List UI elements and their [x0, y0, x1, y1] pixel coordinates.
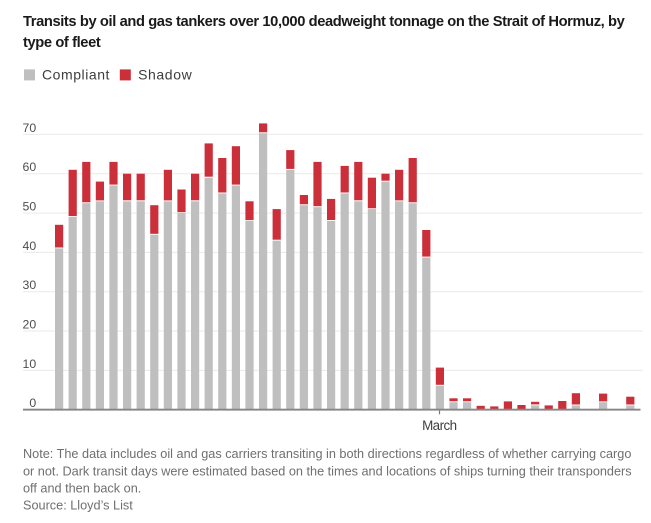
svg-text:March: March [422, 418, 457, 433]
svg-text:40: 40 [23, 239, 37, 253]
svg-text:type of fleet: type of fleet [23, 35, 101, 51]
svg-text:60: 60 [23, 160, 37, 174]
svg-text:Note: The data includes oil an: Note: The data includes oil and gas carr… [23, 447, 631, 461]
svg-text:Shadow: Shadow [138, 67, 192, 83]
svg-text:50: 50 [23, 200, 37, 214]
svg-text:30: 30 [23, 278, 37, 292]
svg-text:0: 0 [29, 396, 36, 410]
svg-text:Source: Lloyd’s List: Source: Lloyd’s List [23, 498, 133, 512]
svg-text:or not. Dark transit days were: or not. Dark transit days were estimated… [23, 464, 632, 478]
svg-text:10: 10 [23, 357, 37, 371]
svg-text:Transits by oil and gas tanker: Transits by oil and gas tankers over 10,… [23, 14, 626, 30]
svg-text:70: 70 [23, 121, 37, 135]
svg-text:Compliant: Compliant [42, 67, 110, 83]
svg-text:20: 20 [23, 317, 37, 331]
svg-text:off and then back on.: off and then back on. [23, 482, 141, 496]
